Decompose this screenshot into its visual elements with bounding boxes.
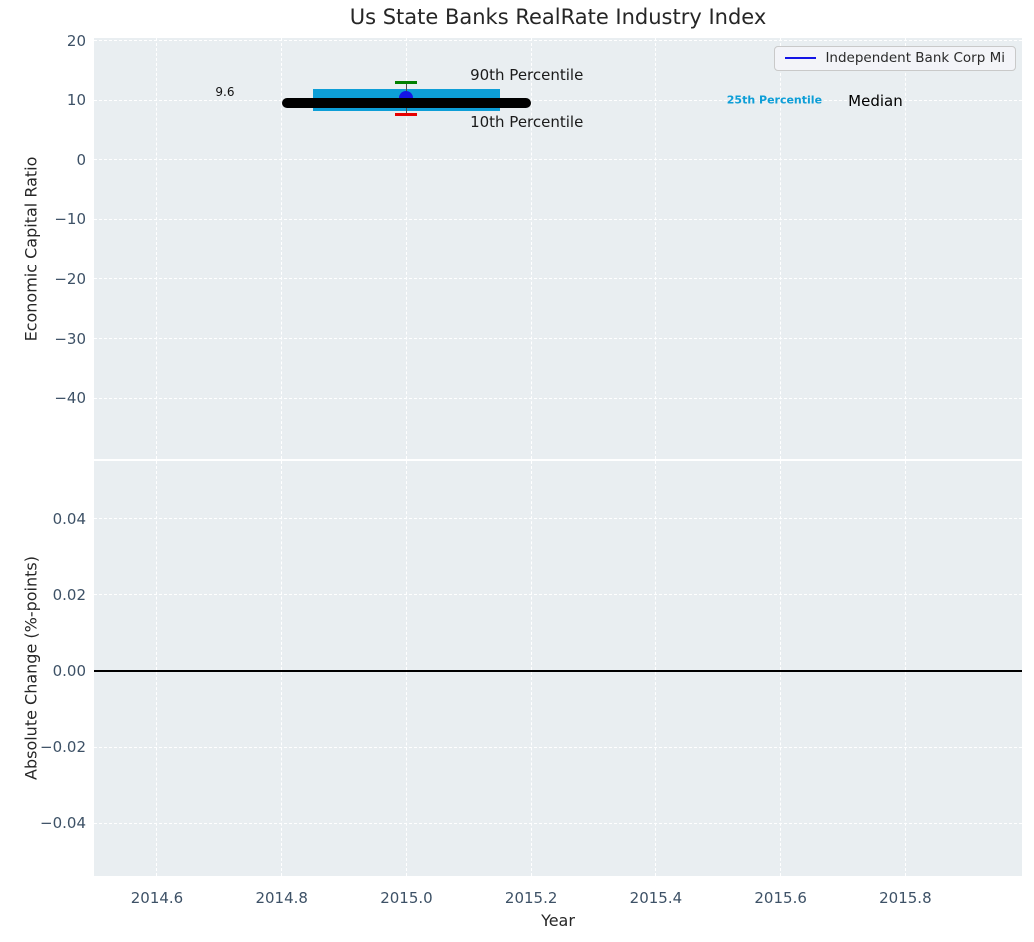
gridline-horizontal [94, 338, 1022, 339]
annotation-p90-label: 90th Percentile [470, 65, 584, 84]
x-tick-label: 2014.8 [255, 889, 308, 907]
x-tick-label: 2015.2 [504, 889, 558, 907]
p10-cap [395, 112, 418, 116]
x-tick-label: 2015.4 [629, 889, 683, 907]
gridline-vertical [530, 461, 532, 876]
gridline-horizontal [94, 594, 1022, 596]
gridline-vertical [281, 461, 283, 876]
gridline-horizontal [94, 278, 1022, 280]
y-axis-label-top: Economic Capital Ratio [21, 156, 41, 342]
y-tick-label: −10 [54, 210, 86, 229]
gridline-horizontal [94, 822, 1022, 824]
gridline-vertical [156, 38, 158, 459]
median-line [281, 97, 532, 108]
annotation-p10-label: 10th Percentile [470, 113, 584, 132]
legend-line-sample [785, 57, 817, 59]
annotation-median-value-label: 9.6 [215, 85, 235, 100]
plot-economic-capital-ratio: Independent Bank Corp Mi 90th Percentile… [94, 38, 1022, 459]
gridline-vertical [281, 38, 283, 459]
y-tick-label: −40 [54, 389, 86, 407]
x-tick-label: 2014.6 [130, 889, 184, 907]
annotation-median-label: Median [848, 92, 903, 111]
legend-label: Independent Bank Corp Mi [825, 50, 1005, 66]
gridline-vertical [405, 461, 407, 876]
gridline-vertical [405, 38, 407, 459]
plot-absolute-change [94, 461, 1022, 876]
y-tick-label: 20 [66, 31, 86, 50]
gridline-horizontal [94, 99, 1022, 101]
p90-cap [395, 80, 418, 84]
gridline-horizontal [94, 159, 1022, 161]
gridline-vertical [904, 461, 906, 876]
y-tick-label: −20 [54, 269, 86, 288]
gridline-horizontal [94, 746, 1022, 748]
x-tick-label: 2015.8 [879, 889, 932, 907]
gridline-vertical [904, 38, 906, 459]
gridline-vertical [655, 38, 657, 459]
zero-line [94, 669, 1022, 672]
y-tick-label: 0.00 [52, 661, 86, 680]
legend: Independent Bank Corp Mi [774, 46, 1016, 71]
gridline-vertical [780, 461, 782, 876]
gridline-horizontal [94, 397, 1022, 399]
gridline-horizontal [94, 518, 1022, 520]
y-tick-label: 0.02 [52, 585, 86, 604]
y-tick-label: 0 [76, 150, 86, 169]
gridline-vertical [156, 461, 158, 876]
x-tick-label: 2015.6 [754, 889, 807, 907]
chart-title: Us State Banks RealRate Industry Index [349, 5, 767, 29]
gridline-horizontal [94, 218, 1022, 220]
y-tick-label: 0.04 [52, 509, 86, 528]
gridline-vertical [530, 38, 532, 459]
gridline-horizontal [94, 40, 1022, 42]
gridline-vertical [655, 461, 657, 876]
y-tick-label: 10 [66, 91, 86, 110]
y-tick-label: −0.02 [40, 738, 86, 757]
y-tick-label: −30 [54, 329, 86, 348]
gridline-vertical [780, 38, 782, 459]
annotation-p25-label: 25th Percentile [726, 93, 823, 107]
y-tick-label: −0.04 [40, 814, 86, 833]
x-axis-label: Year [541, 911, 575, 930]
x-tick-label: 2015.0 [380, 889, 433, 907]
